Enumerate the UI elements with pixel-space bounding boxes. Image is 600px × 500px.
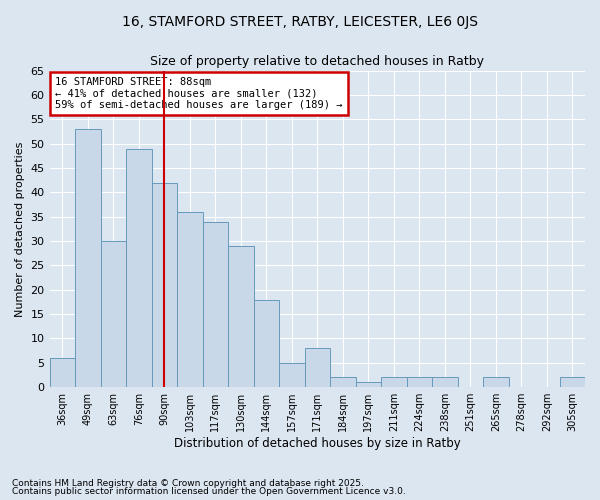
Bar <box>407 378 432 387</box>
Bar <box>177 212 203 387</box>
Bar <box>483 378 509 387</box>
Bar <box>560 378 585 387</box>
Bar <box>330 378 356 387</box>
Bar <box>356 382 381 387</box>
Bar <box>126 148 152 387</box>
Bar <box>305 348 330 387</box>
Bar <box>203 222 228 387</box>
X-axis label: Distribution of detached houses by size in Ratby: Distribution of detached houses by size … <box>174 437 461 450</box>
Bar <box>101 241 126 387</box>
Bar <box>279 363 305 387</box>
Text: 16 STAMFORD STREET: 88sqm
← 41% of detached houses are smaller (132)
59% of semi: 16 STAMFORD STREET: 88sqm ← 41% of detac… <box>55 77 343 110</box>
Bar <box>50 358 75 387</box>
Text: 16, STAMFORD STREET, RATBY, LEICESTER, LE6 0JS: 16, STAMFORD STREET, RATBY, LEICESTER, L… <box>122 15 478 29</box>
Text: Contains public sector information licensed under the Open Government Licence v3: Contains public sector information licen… <box>12 487 406 496</box>
Bar <box>254 300 279 387</box>
Bar <box>381 378 407 387</box>
Bar <box>152 182 177 387</box>
Bar <box>432 378 458 387</box>
Bar <box>228 246 254 387</box>
Text: Contains HM Land Registry data © Crown copyright and database right 2025.: Contains HM Land Registry data © Crown c… <box>12 478 364 488</box>
Bar <box>75 129 101 387</box>
Y-axis label: Number of detached properties: Number of detached properties <box>15 141 25 316</box>
Title: Size of property relative to detached houses in Ratby: Size of property relative to detached ho… <box>150 55 484 68</box>
